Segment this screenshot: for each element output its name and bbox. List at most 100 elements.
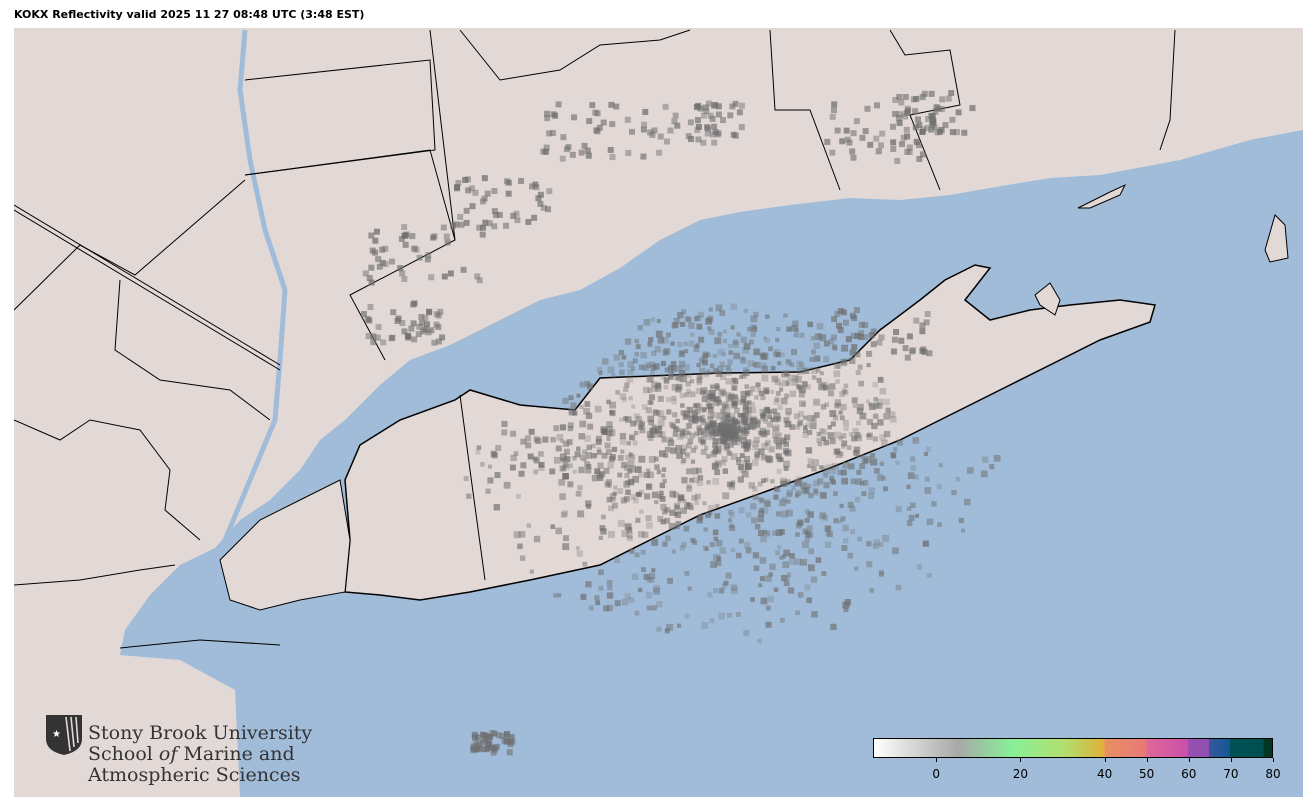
- echo-pixel: [872, 402, 880, 409]
- echo-pixel: [416, 323, 423, 330]
- echo-pixel: [745, 462, 753, 470]
- echo-pixel: [890, 452, 897, 458]
- echo-pixel: [569, 151, 576, 158]
- echo-pixel: [496, 211, 503, 218]
- echo-pixel: [606, 399, 611, 405]
- echo-pixel: [667, 127, 674, 134]
- echo-pixel: [775, 443, 783, 450]
- echo-pixel: [696, 467, 702, 474]
- echo-pixel: [919, 322, 926, 329]
- echo-pixel: [713, 553, 720, 561]
- echo-pixel: [668, 371, 675, 378]
- echo-pixel: [748, 423, 755, 430]
- echo-pixel: [754, 395, 759, 400]
- echo-pixel: [685, 468, 692, 475]
- echo-pixel: [669, 509, 677, 516]
- echo-pixel: [989, 464, 995, 470]
- echo-pixel: [731, 386, 737, 391]
- echo-pixel: [774, 397, 780, 402]
- echo-pixel: [780, 437, 787, 445]
- echo-pixel: [718, 389, 725, 396]
- echo-pixel: [428, 274, 435, 281]
- echo-pixel: [686, 430, 691, 436]
- echo-pixel: [518, 470, 525, 477]
- echo-pixel: [401, 224, 408, 231]
- reflectivity-colorbar: [873, 738, 1273, 758]
- echo-pixel: [606, 436, 611, 441]
- echo-pixel: [761, 478, 766, 484]
- echo-pixel: [874, 468, 880, 474]
- echo-pixel: [388, 258, 395, 265]
- echo-pixel: [922, 540, 930, 547]
- echo-pixel: [568, 407, 576, 415]
- echo-pixel: [743, 308, 748, 314]
- echo-pixel: [673, 317, 680, 325]
- echo-pixel: [752, 494, 759, 500]
- echo-pixel: [851, 435, 858, 442]
- echo-pixel: [553, 456, 561, 464]
- echo-pixel: [374, 334, 381, 341]
- echo-pixel: [900, 134, 907, 141]
- echo-pixel: [688, 415, 696, 423]
- echo-pixel: [695, 123, 702, 130]
- echo-pixel: [485, 488, 491, 494]
- echo-pixel: [760, 394, 766, 401]
- echo-pixel: [703, 433, 711, 441]
- echo-pixel: [789, 362, 795, 368]
- echo-pixel: [483, 732, 490, 739]
- echo-pixel: [476, 445, 482, 450]
- colorbar-tick-label: 60: [1181, 767, 1197, 781]
- echo-pixel: [807, 531, 814, 538]
- echo-pixel: [735, 460, 741, 466]
- echo-pixel: [857, 536, 862, 542]
- echo-pixel: [775, 433, 781, 440]
- echo-pixel: [823, 482, 830, 489]
- echo-pixel: [723, 443, 730, 450]
- echo-pixel: [738, 538, 744, 544]
- echo-pixel: [597, 474, 604, 481]
- echo-pixel: [829, 410, 837, 417]
- echo-pixel: [760, 454, 766, 460]
- echo-pixel: [634, 610, 640, 616]
- echo-pixel: [694, 344, 699, 349]
- echo-pixel: [856, 420, 861, 426]
- echo-pixel: [612, 491, 617, 496]
- echo-pixel: [519, 555, 526, 561]
- echo-pixel: [741, 459, 748, 466]
- echo-pixel: [803, 415, 808, 420]
- echo-pixel: [928, 90, 935, 97]
- echo-pixel: [906, 520, 913, 526]
- echo-pixel: [750, 503, 757, 510]
- echo-pixel: [760, 535, 767, 543]
- echo-pixel: [674, 374, 681, 381]
- echo-pixel: [763, 387, 770, 394]
- echo-pixel: [834, 310, 841, 317]
- echo-pixel: [544, 115, 551, 122]
- echo-pixel: [874, 102, 881, 109]
- echo-pixel: [819, 371, 824, 376]
- echo-pixel: [916, 122, 923, 129]
- echo-pixel: [641, 567, 646, 573]
- echo-pixel: [831, 334, 837, 341]
- echo-pixel: [779, 387, 784, 392]
- echo-pixel: [964, 498, 971, 506]
- echo-pixel: [849, 349, 856, 356]
- echo-pixel: [715, 539, 723, 547]
- echo-pixel: [681, 444, 688, 451]
- echo-pixel: [628, 396, 633, 401]
- echo-pixel: [646, 576, 653, 583]
- echo-pixel: [586, 463, 592, 470]
- echo-pixel: [704, 130, 711, 137]
- echo-pixel: [401, 275, 408, 282]
- echo-pixel: [688, 505, 694, 511]
- echo-pixel: [827, 432, 835, 439]
- echo-pixel: [533, 457, 540, 464]
- echo-pixel: [705, 371, 710, 376]
- echo-pixel: [666, 409, 672, 415]
- echo-pixel: [694, 431, 700, 437]
- echo-pixel: [799, 362, 805, 368]
- echo-pixel: [550, 524, 556, 529]
- echo-pixel: [367, 303, 374, 310]
- echo-pixel: [376, 263, 383, 270]
- echo-pixel: [714, 395, 721, 403]
